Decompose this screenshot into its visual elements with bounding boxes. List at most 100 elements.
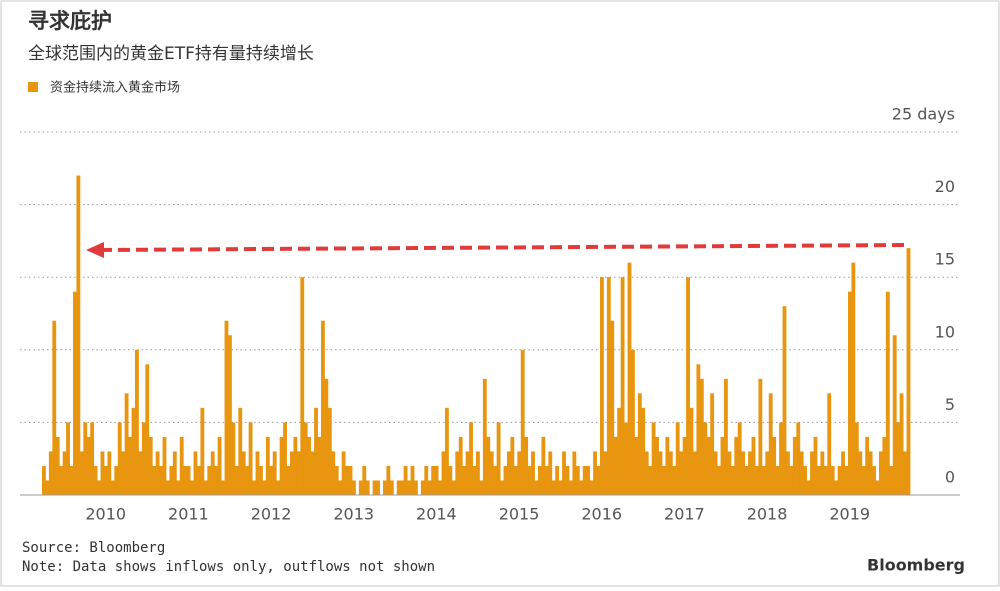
bar: [686, 277, 690, 495]
bar: [131, 407, 136, 495]
bar: [431, 465, 436, 495]
bar: [117, 422, 122, 495]
bar: [565, 465, 570, 495]
bar: [107, 451, 112, 495]
bar: [296, 451, 301, 495]
bar: [400, 480, 405, 495]
bar: [327, 407, 332, 495]
bar: [844, 465, 849, 495]
bar: [114, 465, 119, 495]
bar: [758, 378, 763, 495]
bar: [179, 436, 184, 495]
bar: [703, 422, 708, 495]
bar: [848, 291, 852, 495]
bar: [362, 465, 367, 495]
bar: [575, 465, 580, 495]
bar: [500, 480, 504, 495]
bar: [531, 451, 535, 495]
legend-label: 资金持续流入黄金市场: [50, 80, 180, 96]
bar: [66, 422, 70, 495]
bar: [713, 451, 718, 495]
bar: [899, 393, 904, 495]
bar: [524, 436, 529, 495]
bar: [620, 277, 625, 495]
y-tick-label: 15: [935, 250, 955, 269]
bar: [820, 451, 825, 495]
bar: [455, 451, 460, 495]
bar: [190, 480, 194, 495]
y-tick-label: 20: [935, 177, 955, 196]
bar: [751, 436, 756, 495]
y-tick-label: 0: [945, 468, 955, 487]
bar: [124, 393, 129, 495]
bar: [693, 451, 697, 495]
bar: [383, 480, 387, 495]
bar: [420, 480, 425, 495]
bar: [451, 480, 456, 495]
bar: [345, 465, 349, 495]
bar: [90, 422, 95, 495]
bar: [269, 465, 274, 495]
bar: [76, 175, 81, 495]
bar: [403, 465, 408, 495]
bar: [317, 436, 322, 495]
bar: [441, 451, 446, 495]
bar: [97, 480, 101, 495]
bar: [86, 436, 91, 495]
bar: [162, 436, 167, 495]
bar: [200, 407, 205, 495]
bar: [386, 465, 391, 495]
bar: [817, 465, 821, 495]
legend-swatch: [28, 82, 38, 92]
bar: [558, 480, 563, 495]
bar: [83, 422, 88, 495]
bar: [823, 465, 828, 495]
bar: [631, 349, 635, 495]
bar: [448, 465, 453, 495]
bar: [851, 262, 856, 495]
bar: [341, 451, 346, 495]
bar: [600, 277, 604, 495]
bar: [662, 465, 666, 495]
arrow-head: [86, 242, 104, 258]
bar: [438, 480, 442, 495]
bar: [589, 480, 594, 495]
bar: [792, 436, 797, 495]
x-tick-label: 2017: [664, 505, 705, 524]
bar: [799, 451, 804, 495]
bar: [376, 480, 380, 495]
bar: [407, 480, 411, 495]
bar: [245, 465, 250, 495]
bar: [682, 436, 687, 495]
bar: [55, 436, 60, 495]
bar: [197, 465, 201, 495]
bar: [748, 451, 752, 495]
bar: [786, 451, 790, 495]
bar: [52, 320, 57, 495]
bar: [668, 451, 673, 495]
bar: [627, 262, 632, 495]
bar: [696, 364, 701, 495]
bar: [885, 291, 890, 495]
y-tick-label: 25 days: [892, 105, 955, 124]
bar: [389, 480, 394, 495]
bar: [672, 465, 677, 495]
bar: [727, 451, 732, 495]
bar: [572, 451, 577, 495]
x-tick-label: 2010: [85, 505, 126, 524]
x-tick-label: 2012: [251, 505, 292, 524]
bar: [203, 480, 208, 495]
bar: [803, 465, 808, 495]
bar: [476, 451, 480, 495]
bar: [79, 451, 84, 495]
bar: [183, 465, 188, 495]
bar: [210, 451, 215, 495]
bar: [334, 465, 339, 495]
bar: [372, 480, 377, 495]
y-tick-label: 5: [945, 395, 955, 414]
bar: [513, 465, 518, 495]
bar: [634, 436, 639, 495]
bar: [507, 451, 511, 495]
bar: [613, 436, 618, 495]
